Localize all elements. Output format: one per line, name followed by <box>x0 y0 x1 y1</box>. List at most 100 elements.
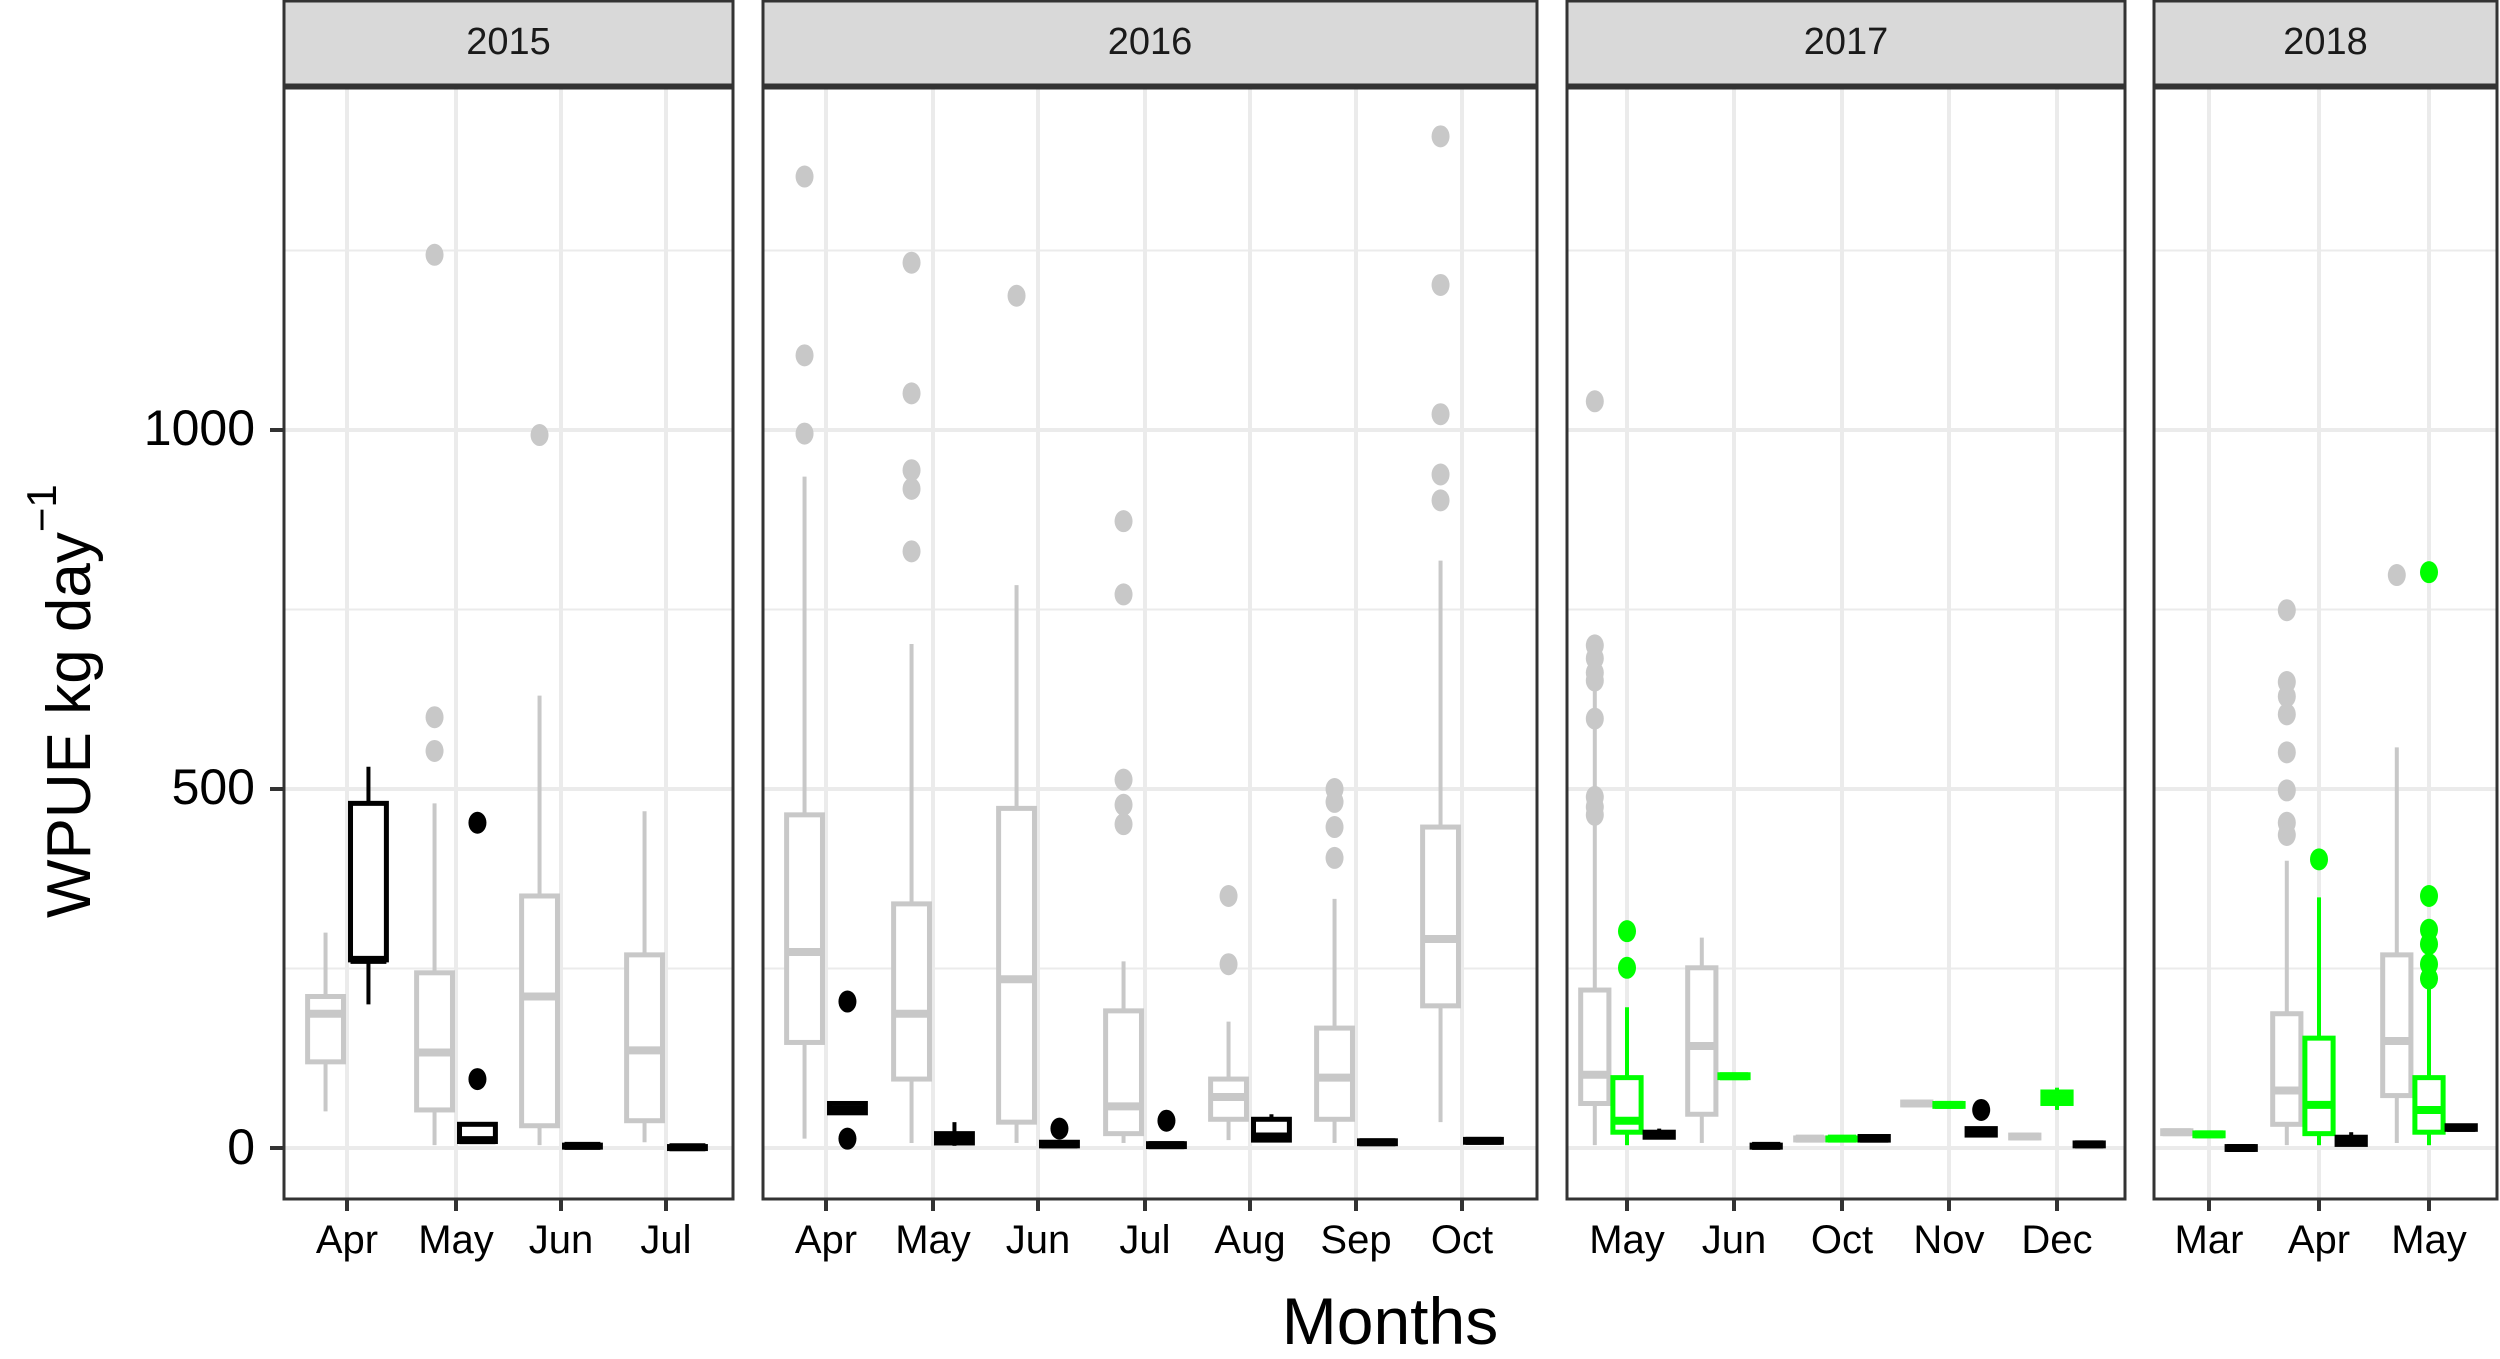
outlier-point <box>1585 390 1604 413</box>
x-tick-label-2015-Jul: Jul <box>640 1218 692 1262</box>
outlier-point <box>1114 583 1133 606</box>
outlier-point <box>795 422 814 445</box>
box-black <box>348 800 389 963</box>
outlier-point <box>1157 1109 1176 1132</box>
box-gray <box>1578 987 1612 1106</box>
outlier-point <box>1431 273 1450 296</box>
outlier-point <box>1618 920 1636 943</box>
outlier-point <box>468 811 487 834</box>
outlier-point <box>902 251 921 274</box>
outlier-point <box>1618 956 1636 979</box>
panel-border-2018 <box>2152 86 2499 1201</box>
outlier-point <box>1219 884 1238 907</box>
x-tick-label-2016-Apr: Apr <box>794 1218 858 1262</box>
x-tick-label-2018-Apr: Apr <box>2287 1218 2351 1262</box>
x-tick-label-2017-Oct: Oct <box>1810 1218 1874 1262</box>
facet-strip-2016 <box>761 0 1539 87</box>
box-gray <box>1420 824 1461 1009</box>
panel-background-2017 <box>1567 88 2125 1199</box>
y-tick-label-500: 500 <box>171 759 255 815</box>
outlier-point <box>838 990 857 1013</box>
outlier-point <box>1325 846 1344 869</box>
outlier-point <box>902 459 921 482</box>
x-tick-label-2016-Sep: Sep <box>1320 1218 1392 1262</box>
outlier-point <box>1431 403 1450 426</box>
outlier-point <box>1431 489 1450 512</box>
outlier-point <box>1114 768 1133 791</box>
outlier-point <box>530 424 549 447</box>
panel-border-2016 <box>761 86 1539 1201</box>
facet-strip-2017 <box>1565 0 2127 87</box>
box-green <box>2412 1075 2446 1135</box>
outlier-point <box>1585 707 1604 730</box>
outlier-point <box>1585 803 1604 826</box>
outlier-point <box>902 382 921 405</box>
outlier-point <box>1325 790 1344 813</box>
outlier-point <box>838 1127 857 1150</box>
panel-background-2016 <box>763 88 1537 1199</box>
outlier-point <box>2277 823 2296 846</box>
box-gray <box>1103 1008 1144 1137</box>
x-tick-label-2016-Jul: Jul <box>1119 1218 1171 1262</box>
outlier-point <box>2277 779 2296 802</box>
facet-strip-2015 <box>282 0 735 87</box>
x-tick-label-2015-May: May <box>418 1218 494 1262</box>
x-tick-label-2017-Nov: Nov <box>1913 1218 1985 1262</box>
outlier-point <box>902 477 921 500</box>
facet-strip-label-2016: 2016 <box>1107 21 1193 63</box>
facet-strip-label-2018: 2018 <box>2283 21 2368 63</box>
outlier-point <box>2420 967 2438 990</box>
outlier-point <box>1050 1117 1069 1140</box>
x-tick-label-2017-Dec: Dec <box>2021 1218 2093 1262</box>
y-tick-label-0: 0 <box>227 1119 255 1175</box>
box-gray <box>996 805 1037 1125</box>
x-axis-title: Months <box>1281 1284 1499 1358</box>
x-tick-label-2015-Apr: Apr <box>315 1218 379 1262</box>
outlier-point <box>1114 813 1133 836</box>
y-axis-title: WPUE kg day−1 <box>18 484 105 918</box>
outlier-point <box>2310 848 2328 871</box>
x-tick-label-2018-May: May <box>2391 1218 2467 1262</box>
outlier-point <box>1114 510 1133 533</box>
box-gray <box>624 952 665 1124</box>
x-tick-label-2016-Oct: Oct <box>1430 1218 1494 1262</box>
outlier-point <box>1114 793 1133 816</box>
outlier-point <box>2277 599 2296 622</box>
outlier-point <box>1431 463 1450 486</box>
outlier-point <box>2420 561 2438 584</box>
outlier-point <box>425 739 444 762</box>
outlier-point <box>468 1068 487 1091</box>
outlier-point <box>2420 884 2438 907</box>
box-gray <box>414 970 455 1113</box>
x-tick-label-2017-Jun: Jun <box>1701 1218 1767 1262</box>
outlier-point <box>1325 816 1344 839</box>
box-gray <box>2270 1011 2304 1127</box>
x-tick-label-2016-May: May <box>895 1218 971 1262</box>
outlier-point <box>1007 284 1026 307</box>
outlier-point <box>2277 741 2296 764</box>
panel-border-2015 <box>282 86 735 1201</box>
outlier-point <box>1585 669 1604 692</box>
outlier-point <box>1219 953 1238 976</box>
y-tick-label-1000: 1000 <box>143 400 255 456</box>
box-gray <box>519 893 560 1129</box>
outlier-point <box>795 344 814 367</box>
outlier-point <box>425 243 444 266</box>
y-axis-title-text: WPUE kg day <box>35 532 104 918</box>
box-gray <box>784 812 825 1045</box>
x-tick-label-2018-Mar: Mar <box>2174 1218 2244 1262</box>
y-axis-title-superscript: −1 <box>18 484 65 533</box>
box-gray <box>1685 965 1719 1117</box>
x-tick-label-2015-Jun: Jun <box>528 1218 594 1262</box>
outlier-point <box>2420 933 2438 956</box>
x-tick-label-2016-Jun: Jun <box>1005 1218 1071 1262</box>
facet-strip-label-2015: 2015 <box>466 21 551 63</box>
box-gray <box>2380 952 2414 1099</box>
facet-strip-2018 <box>2152 0 2499 87</box>
outlier-point <box>2387 564 2406 587</box>
outlier-point <box>1972 1098 1991 1121</box>
outlier-point <box>2277 703 2296 726</box>
facet-strip-label-2017: 2017 <box>1803 21 1889 63</box>
